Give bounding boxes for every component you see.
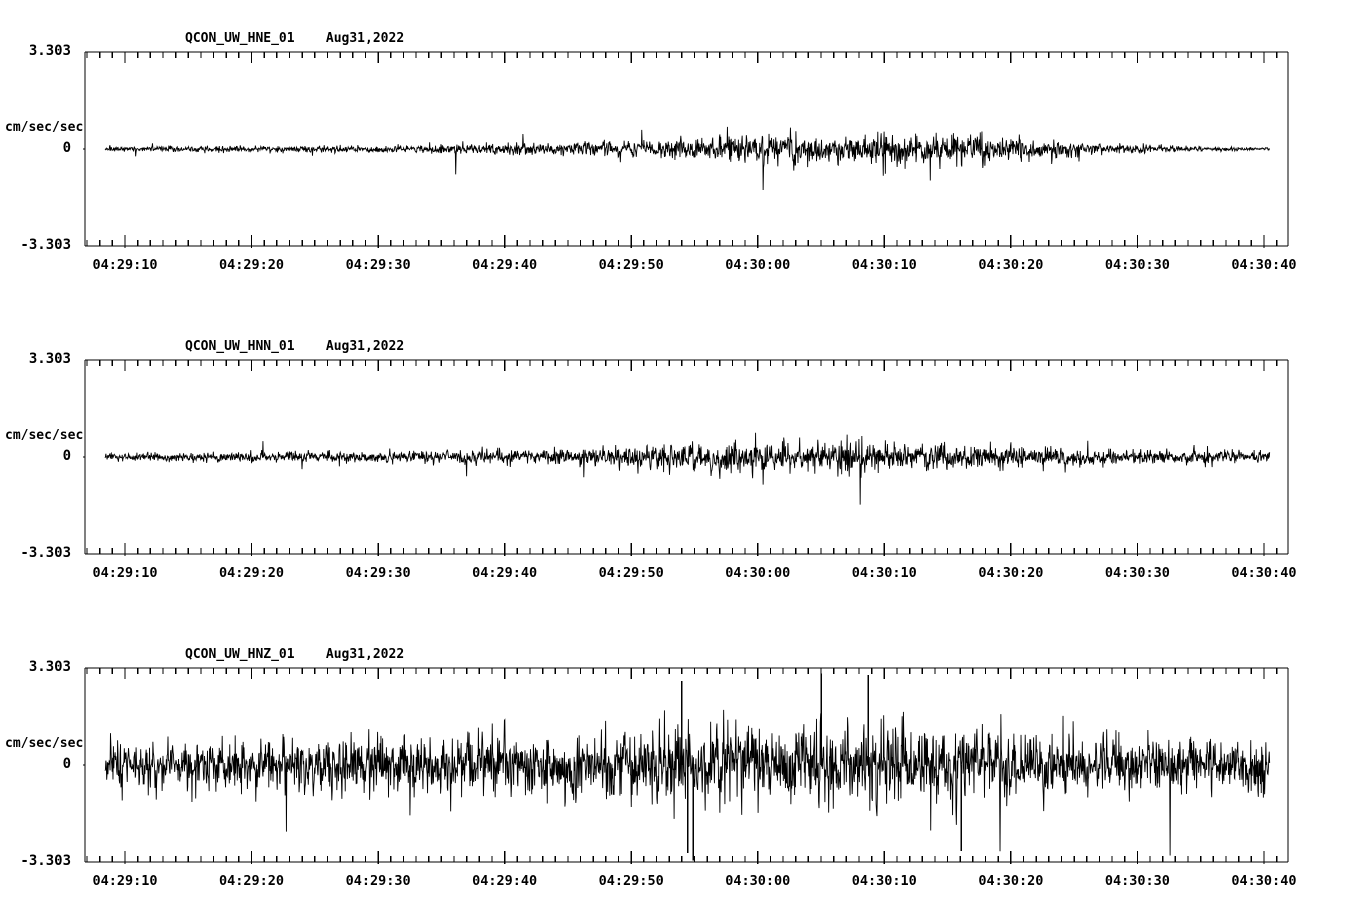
y-axis-unit-hne: cm/sec/sec bbox=[5, 120, 84, 135]
x-tick-label: 04:29:20 bbox=[219, 257, 285, 273]
waveform-plot-hnn bbox=[83, 359, 1289, 556]
x-tick-label: 04:29:30 bbox=[345, 257, 411, 273]
x-tick-label: 04:30:10 bbox=[851, 257, 917, 273]
y-tick-max-hne: 3.303 bbox=[28, 43, 71, 59]
x-tick-label: 04:30:20 bbox=[978, 257, 1044, 273]
x-tick-label: 04:29:40 bbox=[472, 873, 538, 889]
x-tick-label: 04:30:40 bbox=[1231, 257, 1297, 273]
x-tick-label: 04:29:30 bbox=[345, 873, 411, 889]
x-tick-label: 04:29:20 bbox=[219, 873, 285, 889]
y-tick-zero-hne: 0 bbox=[62, 140, 71, 156]
x-tick-label: 04:30:00 bbox=[725, 257, 791, 273]
x-tick-label: 04:30:10 bbox=[851, 873, 917, 889]
x-tick-label: 04:29:40 bbox=[472, 565, 538, 581]
x-tick-label: 04:30:00 bbox=[725, 565, 791, 581]
waveform-trace bbox=[104, 126, 1271, 190]
x-tick-label: 04:30:30 bbox=[1104, 873, 1170, 889]
x-tick-label: 04:29:50 bbox=[598, 565, 664, 581]
y-tick-max-hnz: 3.303 bbox=[28, 659, 71, 675]
panel-title-hnn: QCON_UW_HNN_01 Aug31,2022 bbox=[185, 339, 405, 354]
panel-title-hnz: QCON_UW_HNZ_01 Aug31,2022 bbox=[185, 647, 405, 662]
x-tick-label: 04:30:00 bbox=[725, 873, 791, 889]
x-tick-label: 04:29:50 bbox=[598, 257, 664, 273]
panel-title-hne: QCON_UW_HNE_01 Aug31,2022 bbox=[185, 31, 405, 46]
y-tick-min-hnn: -3.303 bbox=[20, 545, 71, 561]
x-tick-label: 04:29:50 bbox=[598, 873, 664, 889]
waveform-plot-hnz bbox=[83, 667, 1289, 864]
x-tick-label: 04:30:20 bbox=[978, 565, 1044, 581]
x-tick-label: 04:29:20 bbox=[219, 565, 285, 581]
y-axis-unit-hnz: cm/sec/sec bbox=[5, 736, 84, 751]
y-tick-max-hnn: 3.303 bbox=[28, 351, 71, 367]
y-axis-unit-hnn: cm/sec/sec bbox=[5, 428, 84, 443]
y-tick-zero-hnz: 0 bbox=[62, 756, 71, 772]
x-tick-label: 04:30:20 bbox=[978, 873, 1044, 889]
waveform-plot-hne bbox=[83, 51, 1289, 248]
x-tick-label: 04:30:40 bbox=[1231, 565, 1297, 581]
waveform-trace bbox=[104, 432, 1271, 505]
x-tick-label: 04:30:10 bbox=[851, 565, 917, 581]
y-tick-zero-hnn: 0 bbox=[62, 448, 71, 464]
x-tick-label: 04:29:10 bbox=[92, 257, 158, 273]
y-tick-min-hne: -3.303 bbox=[20, 237, 71, 253]
x-tick-label: 04:30:40 bbox=[1231, 873, 1297, 889]
x-tick-label: 04:29:10 bbox=[92, 565, 158, 581]
y-tick-min-hnz: -3.303 bbox=[20, 853, 71, 869]
x-tick-label: 04:30:30 bbox=[1104, 257, 1170, 273]
x-tick-label: 04:29:30 bbox=[345, 565, 411, 581]
x-tick-label: 04:29:40 bbox=[472, 257, 538, 273]
x-tick-label: 04:29:10 bbox=[92, 873, 158, 889]
x-tick-label: 04:30:30 bbox=[1104, 565, 1170, 581]
